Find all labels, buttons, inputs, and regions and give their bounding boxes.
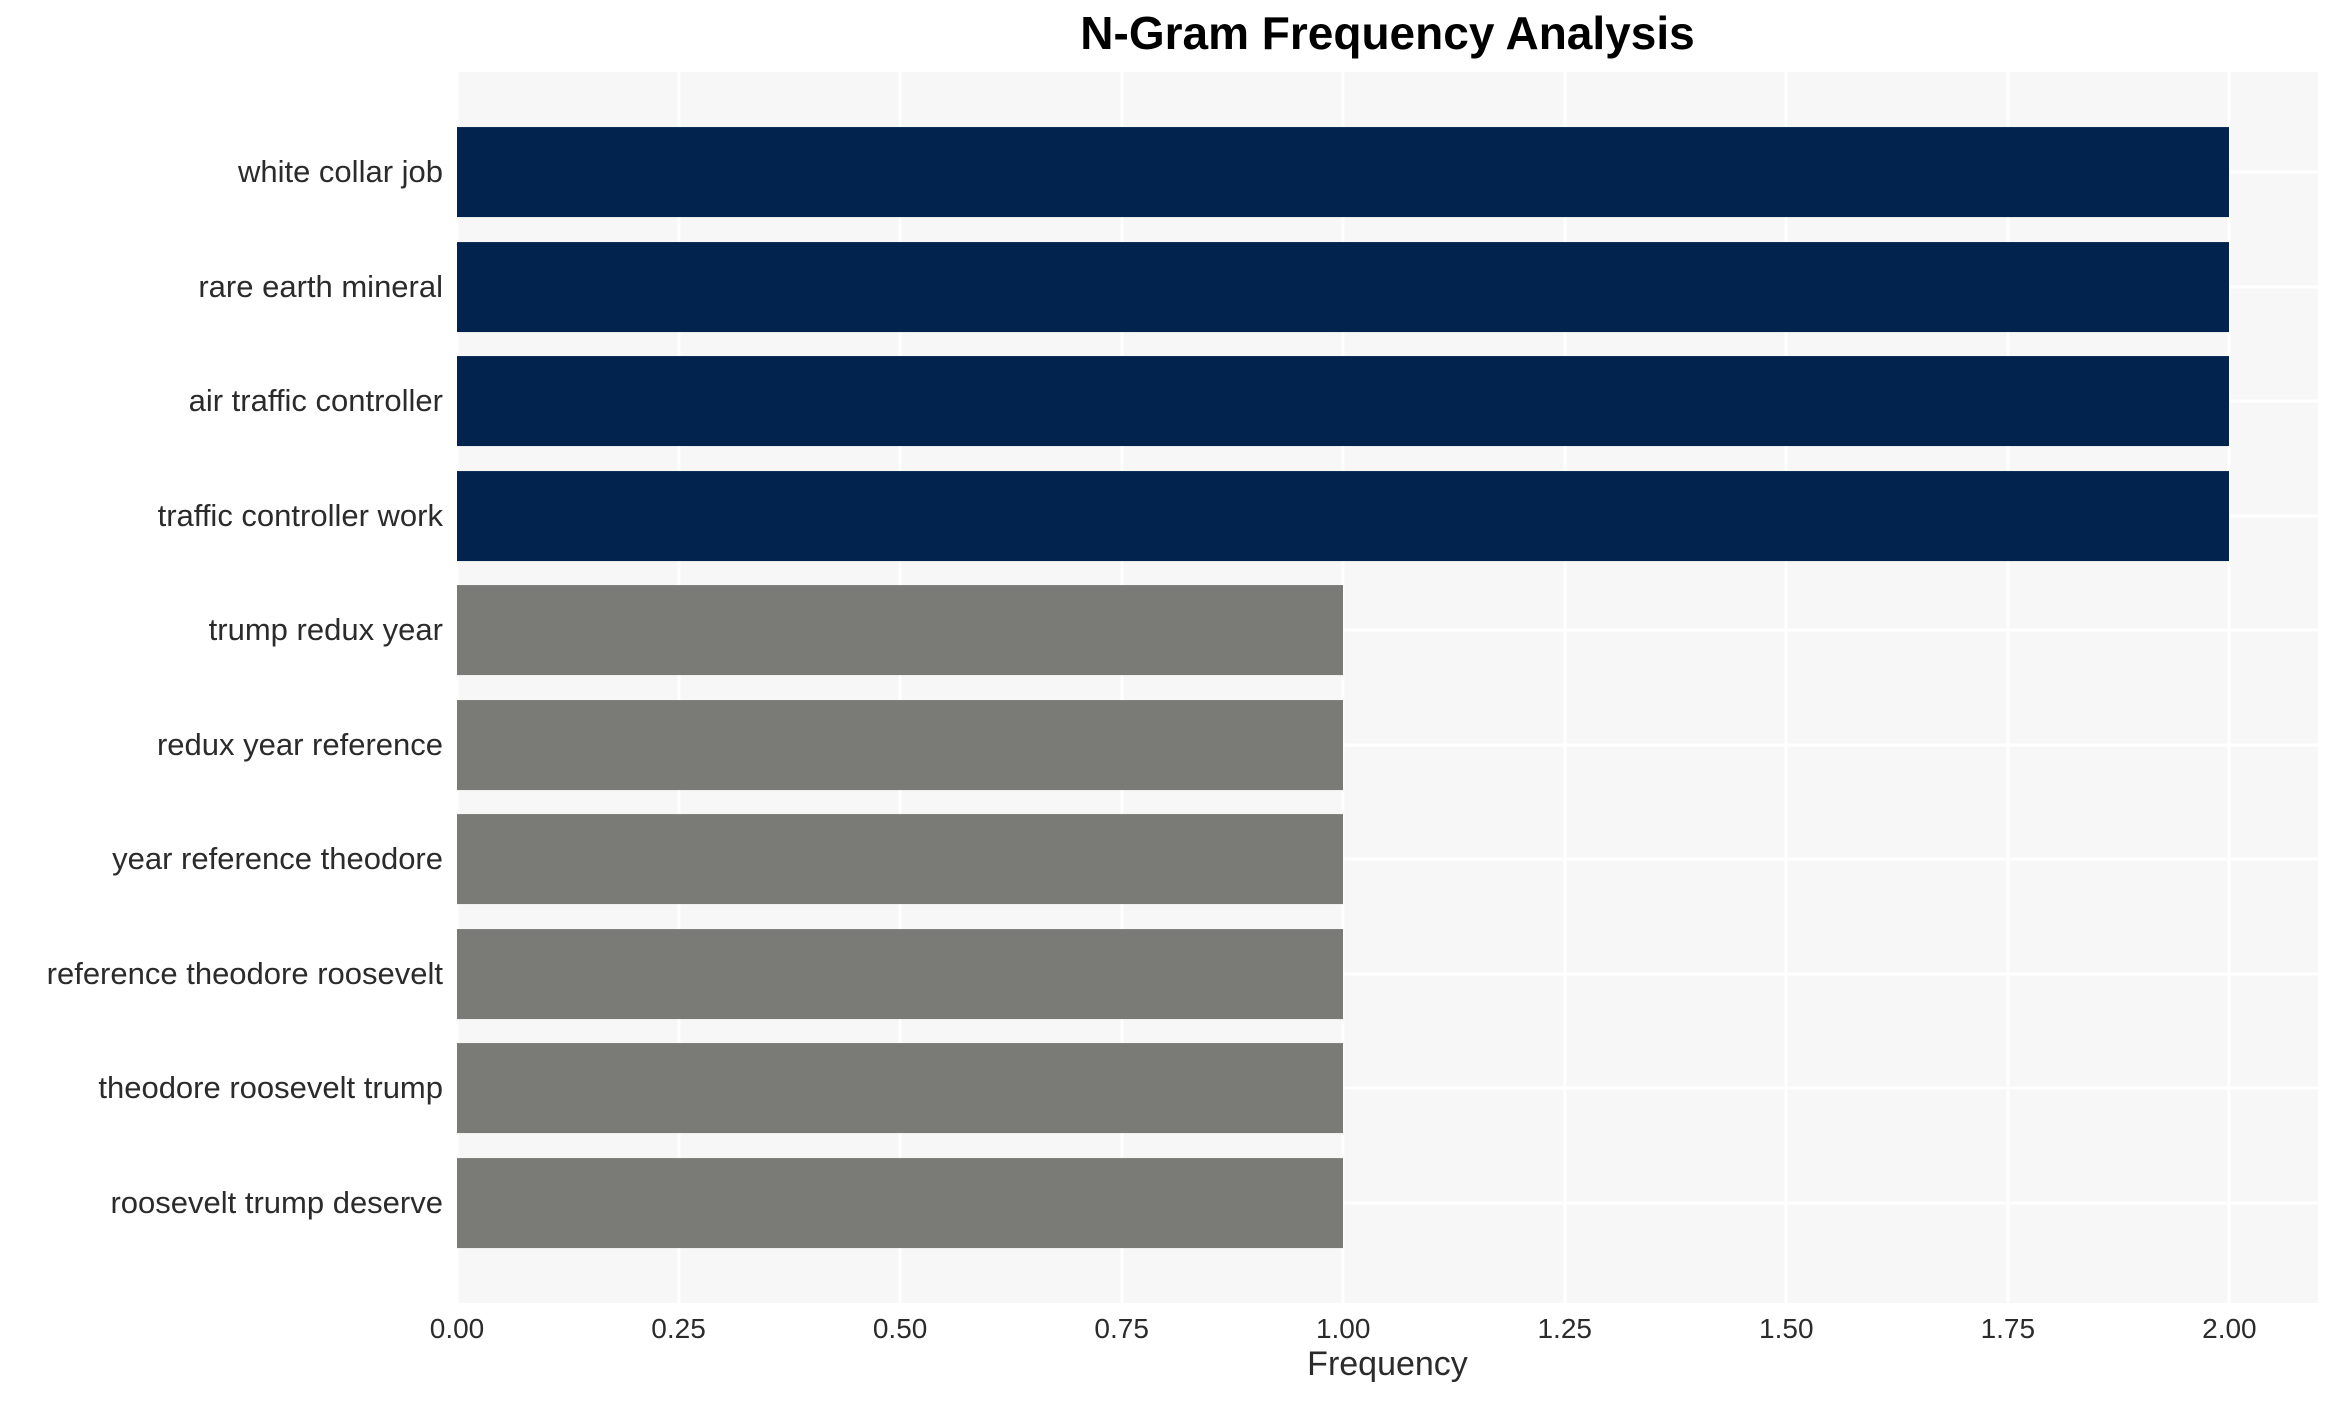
vertical-gridline — [1120, 72, 1124, 1303]
x-tick-label: 2.00 — [2202, 1313, 2257, 1344]
frequency-bar — [457, 127, 2230, 218]
x-tick-label: 0.75 — [1094, 1313, 1149, 1344]
frequency-bar — [457, 699, 1344, 790]
frequency-bar — [457, 1157, 1344, 1248]
vertical-gridline — [1784, 72, 1788, 1303]
vertical-gridline — [1341, 72, 1345, 1303]
bar-row: roosevelt trump deserve — [110, 1146, 2318, 1261]
category-label: traffic controller work — [157, 497, 443, 533]
chart-title: N-Gram Frequency Analysis — [1080, 7, 1695, 59]
bar-row: rare earth mineral — [198, 230, 2318, 345]
plot-area: 0.00 0.25 0.50 0.75 1.00 1.25 1.50 1.75 2.00 whit… — [47, 72, 2318, 1344]
vertical-gridline — [677, 72, 681, 1303]
frequency-bar — [457, 1043, 1344, 1134]
x-tick-label: 1.00 — [1315, 1313, 1371, 1344]
category-label: reference theodore roosevelt — [46, 955, 443, 991]
frequency-bar — [457, 814, 1344, 905]
x-tick-label: 0.50 — [872, 1313, 928, 1344]
category-label: white collar job — [237, 154, 443, 190]
x-tick-label: 0.25 — [651, 1313, 706, 1344]
frequency-bar — [457, 928, 1344, 1019]
x-tick-label: 1.25 — [1537, 1313, 1592, 1344]
category-label: roosevelt trump deserve — [110, 1184, 443, 1220]
category-label: air traffic controller — [188, 383, 443, 419]
bar-row: reference theodore roosevelt — [47, 917, 2318, 1032]
vertical-gridline — [898, 72, 902, 1303]
frequency-bar — [457, 241, 2230, 332]
frequency-bar — [457, 585, 1344, 676]
vertical-gridline — [2227, 72, 2231, 1303]
bar-row: trump redux year — [209, 573, 2318, 688]
bar-row: theodore roosevelt trump — [98, 1031, 2318, 1146]
bar-row: air traffic controller — [189, 344, 2318, 459]
category-label: year reference theodore — [112, 841, 443, 877]
category-label: trump redux year — [208, 612, 443, 648]
vertical-gridline — [2006, 72, 2010, 1303]
vertical-gridline — [455, 72, 459, 1303]
category-label: redux year reference — [156, 726, 443, 762]
horizontal-gridline — [457, 1086, 2318, 1090]
bar-row: year reference theodore — [112, 802, 2318, 917]
x-axis-label: Frequency — [1307, 1345, 1468, 1383]
x-tick-label: 1.75 — [1980, 1313, 2036, 1344]
bar-row: white collar job — [238, 115, 2318, 230]
horizontal-gridline — [457, 628, 2318, 632]
bar-row: traffic controller work — [158, 459, 2318, 574]
bar-row: redux year reference — [157, 688, 2318, 803]
horizontal-gridline — [457, 857, 2318, 861]
horizontal-gridline — [457, 972, 2318, 976]
frequency-bar — [457, 356, 2230, 447]
horizontal-gridline — [457, 743, 2318, 747]
x-tick-label: 1.50 — [1759, 1313, 1814, 1344]
category-label: theodore roosevelt trump — [98, 1070, 443, 1106]
vertical-gridline — [1563, 72, 1567, 1303]
horizontal-gridline — [457, 1201, 2318, 1205]
category-label: rare earth mineral — [198, 268, 443, 304]
frequency-bar — [457, 470, 2230, 561]
bar-rows: white collar job rare earth mineral air tr… — [47, 72, 2318, 1303]
x-tick-label: 0.00 — [429, 1313, 485, 1344]
